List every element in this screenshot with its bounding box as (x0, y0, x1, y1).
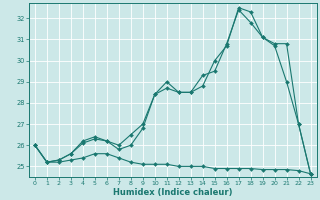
X-axis label: Humidex (Indice chaleur): Humidex (Indice chaleur) (113, 188, 233, 197)
